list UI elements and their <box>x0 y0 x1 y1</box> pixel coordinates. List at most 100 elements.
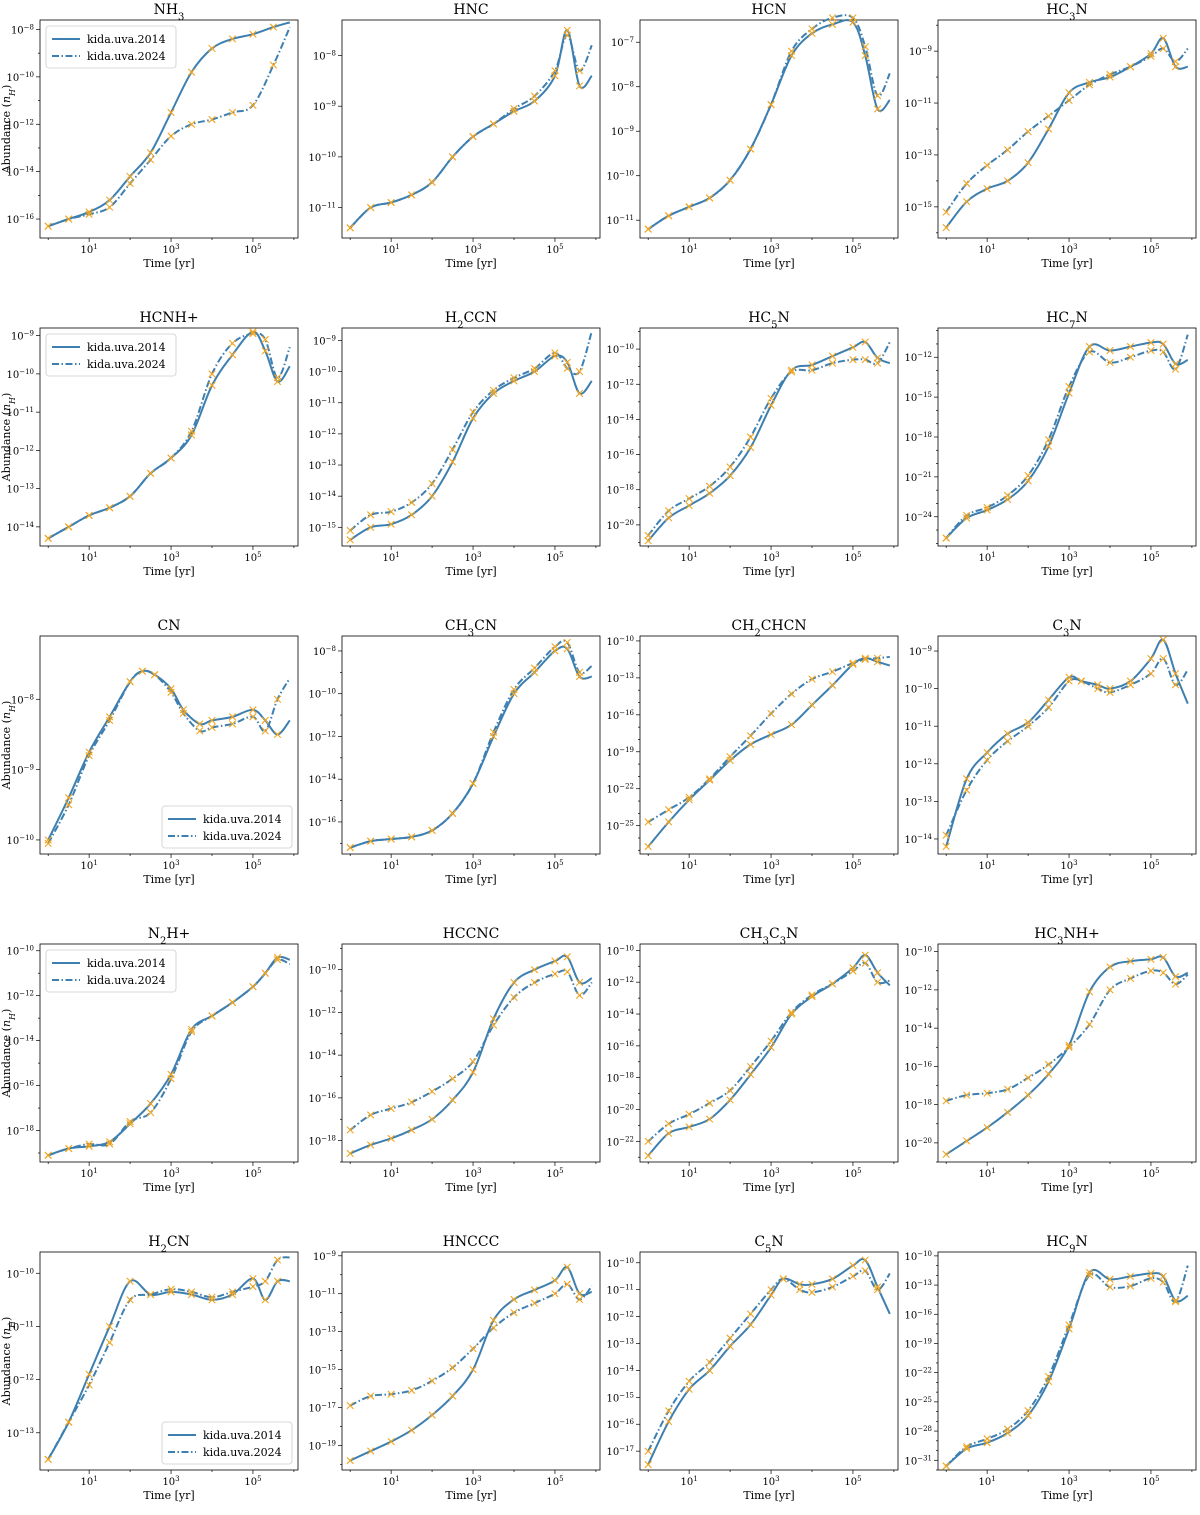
data-marker <box>64 1144 73 1153</box>
data-marker <box>664 805 673 814</box>
y-tick-label: 10−16 <box>606 709 634 722</box>
x-axis-label: Time [yr] <box>1041 1489 1092 1502</box>
y-tick-label: 10−24 <box>904 511 932 524</box>
data-marker <box>1085 1020 1094 1029</box>
data-marker <box>1044 1070 1053 1078</box>
data-marker <box>85 208 93 216</box>
data-marker <box>861 338 869 346</box>
y-tick-label: 10−9 <box>313 100 336 113</box>
subplot-13: HCCNC 101 103 105 Time [yr] 10−18 10−16 10−14 10… <box>308 926 601 1194</box>
y-tick-label: 10−19 <box>904 1337 932 1350</box>
series-line-2014 <box>647 19 891 230</box>
subplot-title: HC9N <box>1046 1234 1088 1255</box>
x-axis-label: Time [yr] <box>445 1181 496 1194</box>
x-tick-label: 103 <box>464 859 481 872</box>
data-marker <box>942 208 950 216</box>
data-marker <box>726 176 734 184</box>
y-tick-label: 10−9 <box>909 645 932 658</box>
plot-frame <box>341 635 601 855</box>
plot-frame <box>937 943 1197 1163</box>
y-tick-label: 10−15 <box>308 521 336 534</box>
series-line-2014 <box>349 29 593 229</box>
y-tick-label: 10−12 <box>6 444 34 457</box>
data-marker <box>44 534 52 543</box>
data-marker <box>428 1377 436 1385</box>
x-tick-label: 105 <box>844 1475 861 1488</box>
data-marker <box>861 1256 869 1264</box>
subplot-0: NH3 101 103 105 Time [yr] 10−16 10−14 10−12 10−1… <box>0 2 299 270</box>
y-tick-label: 10−15 <box>904 201 932 214</box>
data-marker <box>469 1365 477 1374</box>
data-marker <box>489 389 498 398</box>
y-tick-label: 10−16 <box>6 1080 34 1093</box>
data-marker <box>85 511 93 520</box>
plot-frame <box>639 19 899 239</box>
data-marker <box>346 1401 354 1410</box>
data-marker <box>261 969 269 977</box>
y-tick-label: 10−8 <box>611 81 634 94</box>
x-axis-label: Time [yr] <box>743 1489 794 1502</box>
data-marker <box>685 1110 693 1118</box>
subplot-8: CN 101 103 105 Time [yr] 10−10 10−9 10−8Abundan… <box>0 618 299 886</box>
data-marker <box>1159 340 1167 348</box>
data-marker <box>1147 346 1155 355</box>
data-marker <box>1065 389 1073 397</box>
data-marker <box>126 172 134 181</box>
data-marker <box>228 108 237 117</box>
data-marker <box>767 1291 775 1299</box>
data-marker <box>983 506 991 514</box>
data-marker <box>685 1385 693 1393</box>
y-tick-label: 10−20 <box>606 1103 634 1116</box>
data-marker <box>563 1263 571 1271</box>
plot-frame <box>639 1251 899 1471</box>
y-tick-label: 10−10 <box>904 683 932 696</box>
data-marker <box>1171 57 1180 66</box>
data-marker <box>428 492 436 500</box>
series-line-2024 <box>945 969 1189 1102</box>
data-marker <box>510 377 518 385</box>
data-marker <box>346 1456 354 1465</box>
plot-frame <box>937 635 1197 855</box>
y-tick-label: 10−12 <box>6 990 34 1003</box>
y-tick-label: 10−10 <box>308 366 336 379</box>
data-marker <box>644 842 652 851</box>
data-marker <box>1147 669 1155 678</box>
subplot-title: CH3C3N <box>740 926 799 947</box>
data-marker <box>796 1280 804 1288</box>
data-marker <box>575 67 584 75</box>
x-tick-label: 101 <box>681 551 698 564</box>
plot-frame <box>341 19 601 239</box>
data-marker <box>1147 338 1155 347</box>
y-tick-label: 10−8 <box>11 23 34 36</box>
data-marker <box>387 1134 395 1143</box>
x-axis-label: Time [yr] <box>743 565 794 578</box>
data-marker <box>1024 1406 1032 1415</box>
data-marker <box>1106 358 1114 367</box>
data-marker <box>187 68 196 76</box>
data-marker <box>530 664 539 672</box>
data-marker <box>387 508 395 516</box>
data-marker <box>726 1342 734 1350</box>
y-tick-label: 10−8 <box>313 645 336 658</box>
data-marker <box>187 427 196 435</box>
data-marker <box>366 511 375 519</box>
series-line-2014 <box>945 37 1189 229</box>
y-tick-label: 10−14 <box>6 521 34 534</box>
data-marker <box>126 492 134 500</box>
data-marker <box>849 1272 857 1280</box>
y-tick-label: 10−13 <box>904 795 932 808</box>
legend-label: kida.uva.2014 <box>203 1429 282 1442</box>
series-line-2024 <box>945 47 1189 213</box>
y-tick-label: 10−10 <box>6 1267 34 1280</box>
data-marker <box>208 1296 216 1304</box>
data-marker <box>808 1288 816 1297</box>
data-marker <box>962 775 971 783</box>
data-marker <box>448 1363 457 1372</box>
x-axis-label: Time [yr] <box>1041 1181 1092 1194</box>
y-tick-label: 10−16 <box>308 816 336 829</box>
y-tick-label: 10−10 <box>606 343 634 356</box>
data-marker <box>228 720 237 728</box>
data-marker <box>167 132 175 140</box>
legend-box <box>45 333 177 377</box>
y-tick-label: 10−14 <box>606 1008 634 1021</box>
